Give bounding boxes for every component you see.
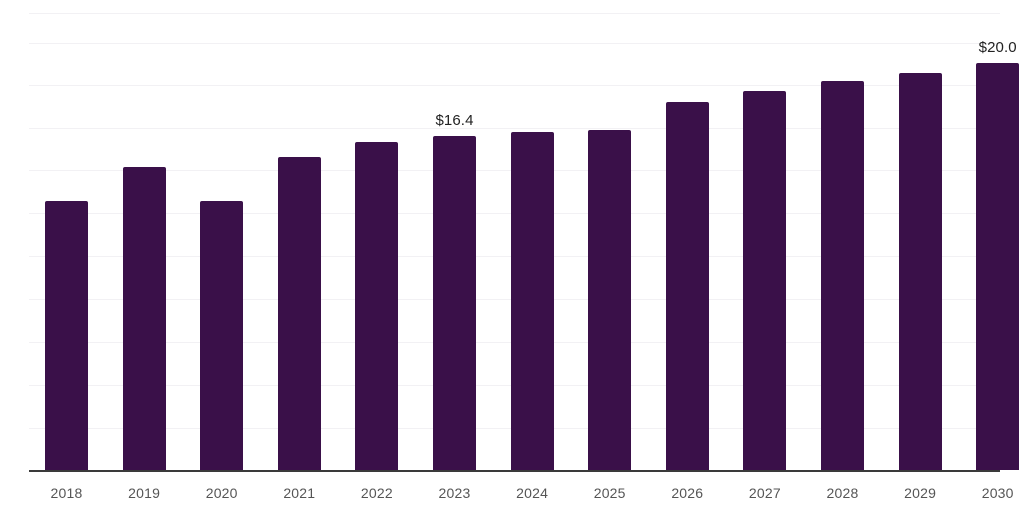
- bar-rect[interactable]: [122, 166, 166, 470]
- x-axis-line: [29, 470, 1000, 472]
- bar-2022[interactable]: [355, 142, 399, 470]
- bar-2026[interactable]: [665, 101, 709, 470]
- gridline: [29, 85, 1000, 86]
- bar-2029[interactable]: [898, 73, 942, 470]
- bar-rect[interactable]: [976, 62, 1020, 470]
- x-tick-label-2029: 2029: [904, 485, 937, 501]
- bar-rect[interactable]: [821, 81, 864, 470]
- x-tick-label-2023: 2023: [438, 485, 471, 501]
- x-tick-label-2025: 2025: [593, 485, 626, 501]
- bar-2028[interactable]: [821, 81, 864, 470]
- bar-2021[interactable]: [277, 156, 321, 470]
- bar-2027[interactable]: [743, 91, 787, 470]
- gridline: [29, 43, 1000, 44]
- x-tick-label-2020: 2020: [205, 485, 238, 501]
- bar-rect[interactable]: [277, 156, 321, 470]
- bar-value-label-2030: $20.0: [978, 38, 1017, 56]
- x-tick-label-2026: 2026: [671, 485, 704, 501]
- bar-2020[interactable]: [200, 201, 244, 470]
- bar-rect[interactable]: [588, 130, 632, 470]
- x-tick-label-2028: 2028: [826, 485, 859, 501]
- bar-2023[interactable]: $16.4: [433, 112, 476, 470]
- x-tick-label-2027: 2027: [748, 485, 781, 501]
- gridline: [29, 13, 1000, 14]
- x-tick-label-2022: 2022: [360, 485, 393, 501]
- bar-rect[interactable]: [898, 73, 942, 470]
- bar-2030[interactable]: $20.0: [976, 39, 1020, 470]
- x-tick-label-2021: 2021: [283, 485, 316, 501]
- bar-rect[interactable]: [510, 132, 554, 470]
- bar-rect[interactable]: [433, 136, 476, 470]
- bar-2024[interactable]: [510, 132, 554, 470]
- bar-2019[interactable]: [122, 166, 166, 470]
- x-tick-label-2030: 2030: [981, 485, 1014, 501]
- gridline: [29, 128, 1000, 129]
- bar-rect[interactable]: [665, 101, 709, 470]
- bar-rect[interactable]: [743, 91, 787, 470]
- bar-value-label-2023: $16.4: [435, 112, 474, 130]
- bar-rect[interactable]: [45, 201, 88, 470]
- x-tick-label-2019: 2019: [128, 485, 161, 501]
- bar-rect[interactable]: [200, 201, 244, 470]
- x-tick-label-2018: 2018: [50, 485, 83, 501]
- bar-2025[interactable]: [588, 130, 632, 470]
- bar-rect[interactable]: [355, 142, 399, 470]
- x-tick-label-2024: 2024: [516, 485, 549, 501]
- bar-2018[interactable]: [45, 201, 88, 470]
